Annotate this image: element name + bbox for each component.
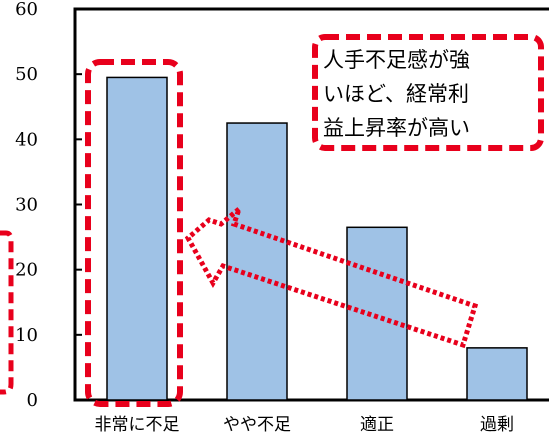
annotation-line-1: 人手不足感が強 bbox=[323, 48, 470, 72]
y-tick-label: 20 bbox=[15, 260, 38, 281]
bar bbox=[106, 76, 168, 401]
x-tick-label: 非常に不足 bbox=[95, 415, 180, 435]
y-tick-label: 30 bbox=[15, 195, 38, 216]
bar bbox=[226, 122, 288, 401]
x-axis: 非常に不足 やや不足 適正 過剰 bbox=[95, 415, 515, 435]
bars bbox=[106, 76, 528, 401]
annotation-line-3: 益上昇率が高い bbox=[323, 116, 470, 140]
highlight-box-first-bar bbox=[85, 59, 183, 407]
y-tick-label: 40 bbox=[15, 129, 38, 150]
y-tick-label: 50 bbox=[15, 64, 38, 85]
y-tick-label: 60 bbox=[15, 0, 38, 20]
trend-arrow bbox=[184, 201, 479, 349]
y-tick-label: 10 bbox=[15, 325, 38, 346]
annotation-box bbox=[312, 34, 544, 151]
left-highlight-fragment bbox=[0, 230, 14, 395]
y-axis: 0 10 20 30 40 50 60 bbox=[15, 0, 82, 411]
bar bbox=[346, 226, 408, 401]
annotation-line-2: いほど、経常利 bbox=[323, 82, 469, 106]
x-tick-label: 適正 bbox=[360, 415, 394, 435]
y-tick-label: 0 bbox=[27, 390, 38, 411]
x-tick-label: やや不足 bbox=[223, 415, 291, 435]
bar bbox=[466, 347, 528, 401]
x-tick-label: 過剰 bbox=[480, 415, 514, 435]
